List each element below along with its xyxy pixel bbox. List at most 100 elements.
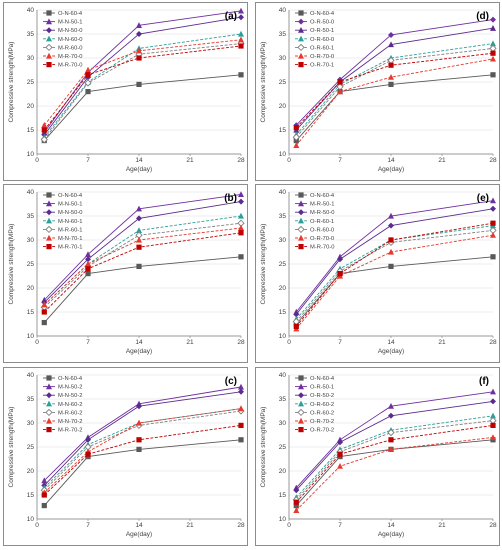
series-o-r-60-1	[292, 44, 497, 141]
data-point	[388, 263, 394, 269]
data-point	[136, 205, 142, 212]
legend-marker	[46, 27, 52, 34]
y-tick-label: 10	[27, 333, 35, 340]
legend-entry: M-R-70-0	[58, 54, 82, 60]
series-m-r-70-0	[41, 36, 244, 128]
x-tick-label: 14	[135, 339, 143, 346]
data-point	[238, 43, 244, 49]
data-point	[337, 451, 343, 457]
series-line	[43, 256, 242, 323]
data-point	[41, 301, 48, 308]
series-line	[295, 19, 494, 126]
chart-panel: 10 15 20 25 30 35 40 0 7 14 21 28 Age(day) Compressiv…	[3, 184, 248, 363]
y-tick-label: 10	[279, 516, 287, 523]
x-tick-label: 21	[186, 339, 194, 346]
data-point	[293, 142, 300, 148]
series-line	[295, 400, 494, 491]
chart-panel: 10 15 20 25 30 35 40 0 7 14 21 28 Age(day) Compressiv…	[3, 367, 248, 546]
series-line	[295, 420, 494, 501]
data-point	[490, 434, 496, 440]
y-tick-label: 40	[279, 372, 287, 379]
legend-marker	[46, 200, 52, 207]
data-point	[337, 271, 343, 277]
x-axis-label: Age(day)	[378, 348, 404, 355]
series-o-r-70-2	[293, 422, 496, 505]
y-tick-label: 15	[279, 492, 287, 499]
x-tick-label: 0	[287, 339, 291, 346]
data-point	[238, 422, 244, 428]
y-axis-label: Compressive strength(MPa)	[8, 407, 15, 488]
data-point	[490, 72, 496, 78]
legend-marker	[298, 417, 304, 424]
legend-entry: M-N-50-2	[58, 385, 82, 391]
data-point	[238, 388, 244, 395]
data-point	[490, 55, 496, 62]
y-tick-label: 10	[279, 333, 287, 340]
series-m-n-70-1	[41, 224, 244, 308]
data-point	[490, 220, 496, 226]
data-point	[41, 319, 47, 326]
panel-label: (f)	[479, 376, 489, 387]
y-tick-label: 25	[27, 444, 35, 451]
x-tick-label: 14	[387, 157, 395, 164]
data-point	[238, 72, 244, 78]
y-axis-label: Compressive strength(MPa)	[260, 407, 267, 488]
legend-entry: M-R-60-0	[58, 45, 82, 51]
series-line	[43, 439, 242, 506]
x-tick-label: 28	[237, 157, 245, 164]
series-o-r-70-0	[293, 232, 496, 332]
y-tick-label: 30	[27, 55, 35, 62]
legend-marker	[46, 427, 52, 433]
series-line	[43, 74, 242, 141]
y-tick-label: 20	[27, 103, 35, 110]
series-line	[295, 229, 494, 322]
series-line	[295, 200, 494, 313]
data-point	[293, 502, 299, 509]
x-tick-label: 14	[135, 157, 143, 164]
legend-entry: M-N-50-1	[58, 20, 82, 26]
legend-entry: O-R-70-2	[310, 419, 334, 425]
panel-label: (e)	[477, 193, 489, 204]
y-tick-label: 25	[279, 261, 287, 268]
x-tick-label: 0	[287, 157, 291, 164]
legend-entry: M-N-50-1	[58, 202, 82, 208]
legend-entry: O-R-50-0	[310, 20, 334, 26]
x-tick-label: 7	[338, 339, 342, 346]
data-point	[85, 451, 91, 457]
x-tick-label: 0	[35, 339, 39, 346]
y-tick-label: 35	[27, 31, 35, 38]
legend-marker	[297, 225, 305, 234]
legend-entry: M-N-70-2	[58, 419, 82, 425]
series-o-r-50-2	[293, 398, 496, 494]
data-point	[136, 31, 142, 37]
legend-marker	[45, 43, 53, 52]
legend: O-N-60-4 M-N-50-1 M-N-50-0 M-N-60-0 M-R-60-0…	[43, 10, 83, 69]
legend-entry: M-R-60-2	[58, 410, 82, 416]
legend: O-N-60-4 O-R-50-1 O-R-50-2 O-R-60-2 O-R-60-2…	[295, 375, 335, 434]
y-axis-label: Compressive strength(MPa)	[8, 224, 15, 305]
data-point	[337, 463, 343, 469]
y-tick-label: 35	[279, 31, 287, 38]
data-point	[388, 248, 394, 255]
data-point	[388, 437, 394, 443]
data-point	[238, 383, 244, 390]
legend-entry: M-R-70-0	[310, 245, 334, 251]
data-point	[490, 412, 496, 419]
legend-entry: M-N-60-1	[58, 219, 82, 225]
y-tick-label: 30	[279, 237, 287, 244]
data-point	[293, 499, 299, 505]
legend-marker	[46, 10, 52, 16]
y-tick-label: 35	[279, 213, 287, 220]
legend-entry: O-R-60-1	[310, 45, 334, 51]
data-point	[85, 436, 91, 443]
data-point	[40, 135, 48, 144]
series-line	[295, 222, 494, 327]
data-point	[388, 412, 394, 419]
series-o-n-60-4	[41, 254, 244, 326]
x-tick-label: 14	[135, 522, 143, 529]
y-tick-label: 20	[27, 285, 35, 292]
data-point	[85, 66, 91, 73]
legend: O-N-60-4 M-N-50-1 M-N-50-0 M-N-60-1 M-R-60-1…	[43, 192, 83, 251]
legend-entry: O-N-60-4	[58, 376, 83, 382]
data-point	[41, 477, 48, 484]
